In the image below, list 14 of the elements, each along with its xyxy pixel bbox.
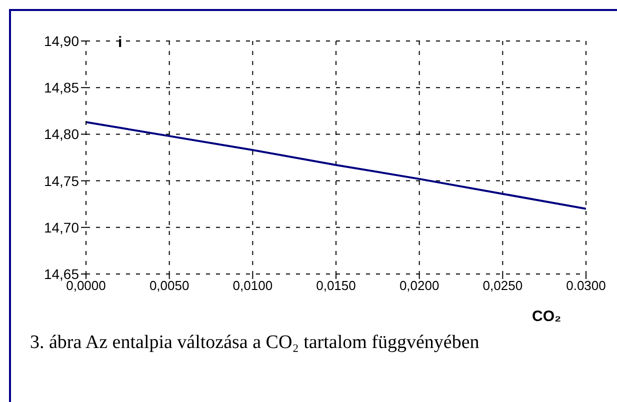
x-tick-label: 0,0150 [316, 278, 356, 294]
x-tick-label: 0,0200 [399, 278, 440, 294]
y-tick-label: 14,85 [44, 80, 80, 96]
y-tick-label: 14,80 [44, 126, 80, 142]
y-tick-label: 14,70 [44, 219, 80, 236]
y-tick-label: 14,90 [44, 32, 80, 49]
line-series [86, 121, 586, 210]
y-tick-label: 14,75 [44, 172, 80, 189]
text: 3. ábra Az entalpia változása a CO₂ tartalom függvényében [30, 332, 480, 354]
x-tick-label: 0,0100 [232, 278, 273, 294]
x-axis-title: CO₂ [532, 308, 562, 325]
x-tick-label: 0,0050 [149, 278, 190, 294]
x-tick-label: 0.0300 [566, 278, 606, 294]
x-tick-label: 0,0250 [482, 278, 523, 294]
